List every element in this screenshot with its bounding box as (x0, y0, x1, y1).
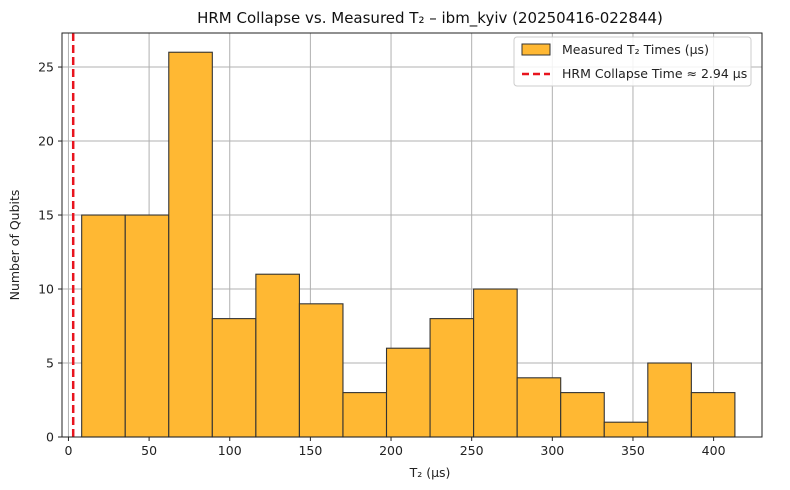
histogram-bar (124, 214, 170, 438)
legend-box (513, 36, 752, 87)
histogram-bar (603, 421, 649, 438)
histogram-bar (647, 362, 692, 438)
histogram-bar (516, 377, 562, 438)
legend-swatch-bars (521, 43, 551, 56)
x-tick-label: 400 (702, 443, 726, 458)
legend-label-bars: Measured T₂ Times (µs) (562, 42, 709, 57)
x-tick-label: 250 (460, 443, 484, 458)
x-tick-label: 50 (141, 443, 157, 458)
histogram-bar (211, 318, 257, 438)
x-tick-label: 100 (218, 443, 242, 458)
x-tick-label: 0 (64, 443, 72, 458)
y-axis-label: Number of Qubits (7, 190, 22, 301)
x-tick-label: 300 (540, 443, 564, 458)
histogram-bar (429, 318, 475, 438)
x-tick-label: 150 (298, 443, 322, 458)
x-axis-label: T₂ (µs) (409, 465, 451, 480)
histogram-bar (255, 273, 300, 438)
histogram-bar (473, 288, 518, 438)
chart-title: HRM Collapse vs. Measured T₂ – ibm_kyiv … (197, 9, 663, 28)
histogram-bar (168, 51, 213, 438)
histogram-bar (81, 214, 126, 438)
y-tick-label: 20 (38, 134, 54, 149)
histogram-bar (298, 303, 344, 438)
histogram-bar (385, 347, 431, 438)
x-axis-ticks: 0 50 100 150 200 250 300 350 400 (64, 437, 726, 458)
histogram-bar (690, 392, 736, 438)
y-tick-label: 5 (46, 356, 54, 371)
histogram-bars (81, 51, 736, 438)
legend-label-reference-line: HRM Collapse Time ≈ 2.94 µs (562, 66, 747, 81)
x-tick-label: 350 (621, 443, 645, 458)
histogram-bar (342, 392, 388, 438)
legend: Measured T₂ Times (µs) HRM Collapse Time… (513, 36, 752, 87)
y-tick-label: 25 (38, 60, 54, 75)
y-tick-label: 15 (38, 208, 54, 223)
y-tick-label: 10 (38, 282, 54, 297)
histogram-bar (560, 392, 605, 438)
x-tick-label: 200 (379, 443, 403, 458)
y-axis-ticks: 0 5 10 15 20 25 (38, 60, 62, 445)
plot-frame (61, 32, 763, 438)
y-tick-label: 0 (46, 430, 54, 445)
